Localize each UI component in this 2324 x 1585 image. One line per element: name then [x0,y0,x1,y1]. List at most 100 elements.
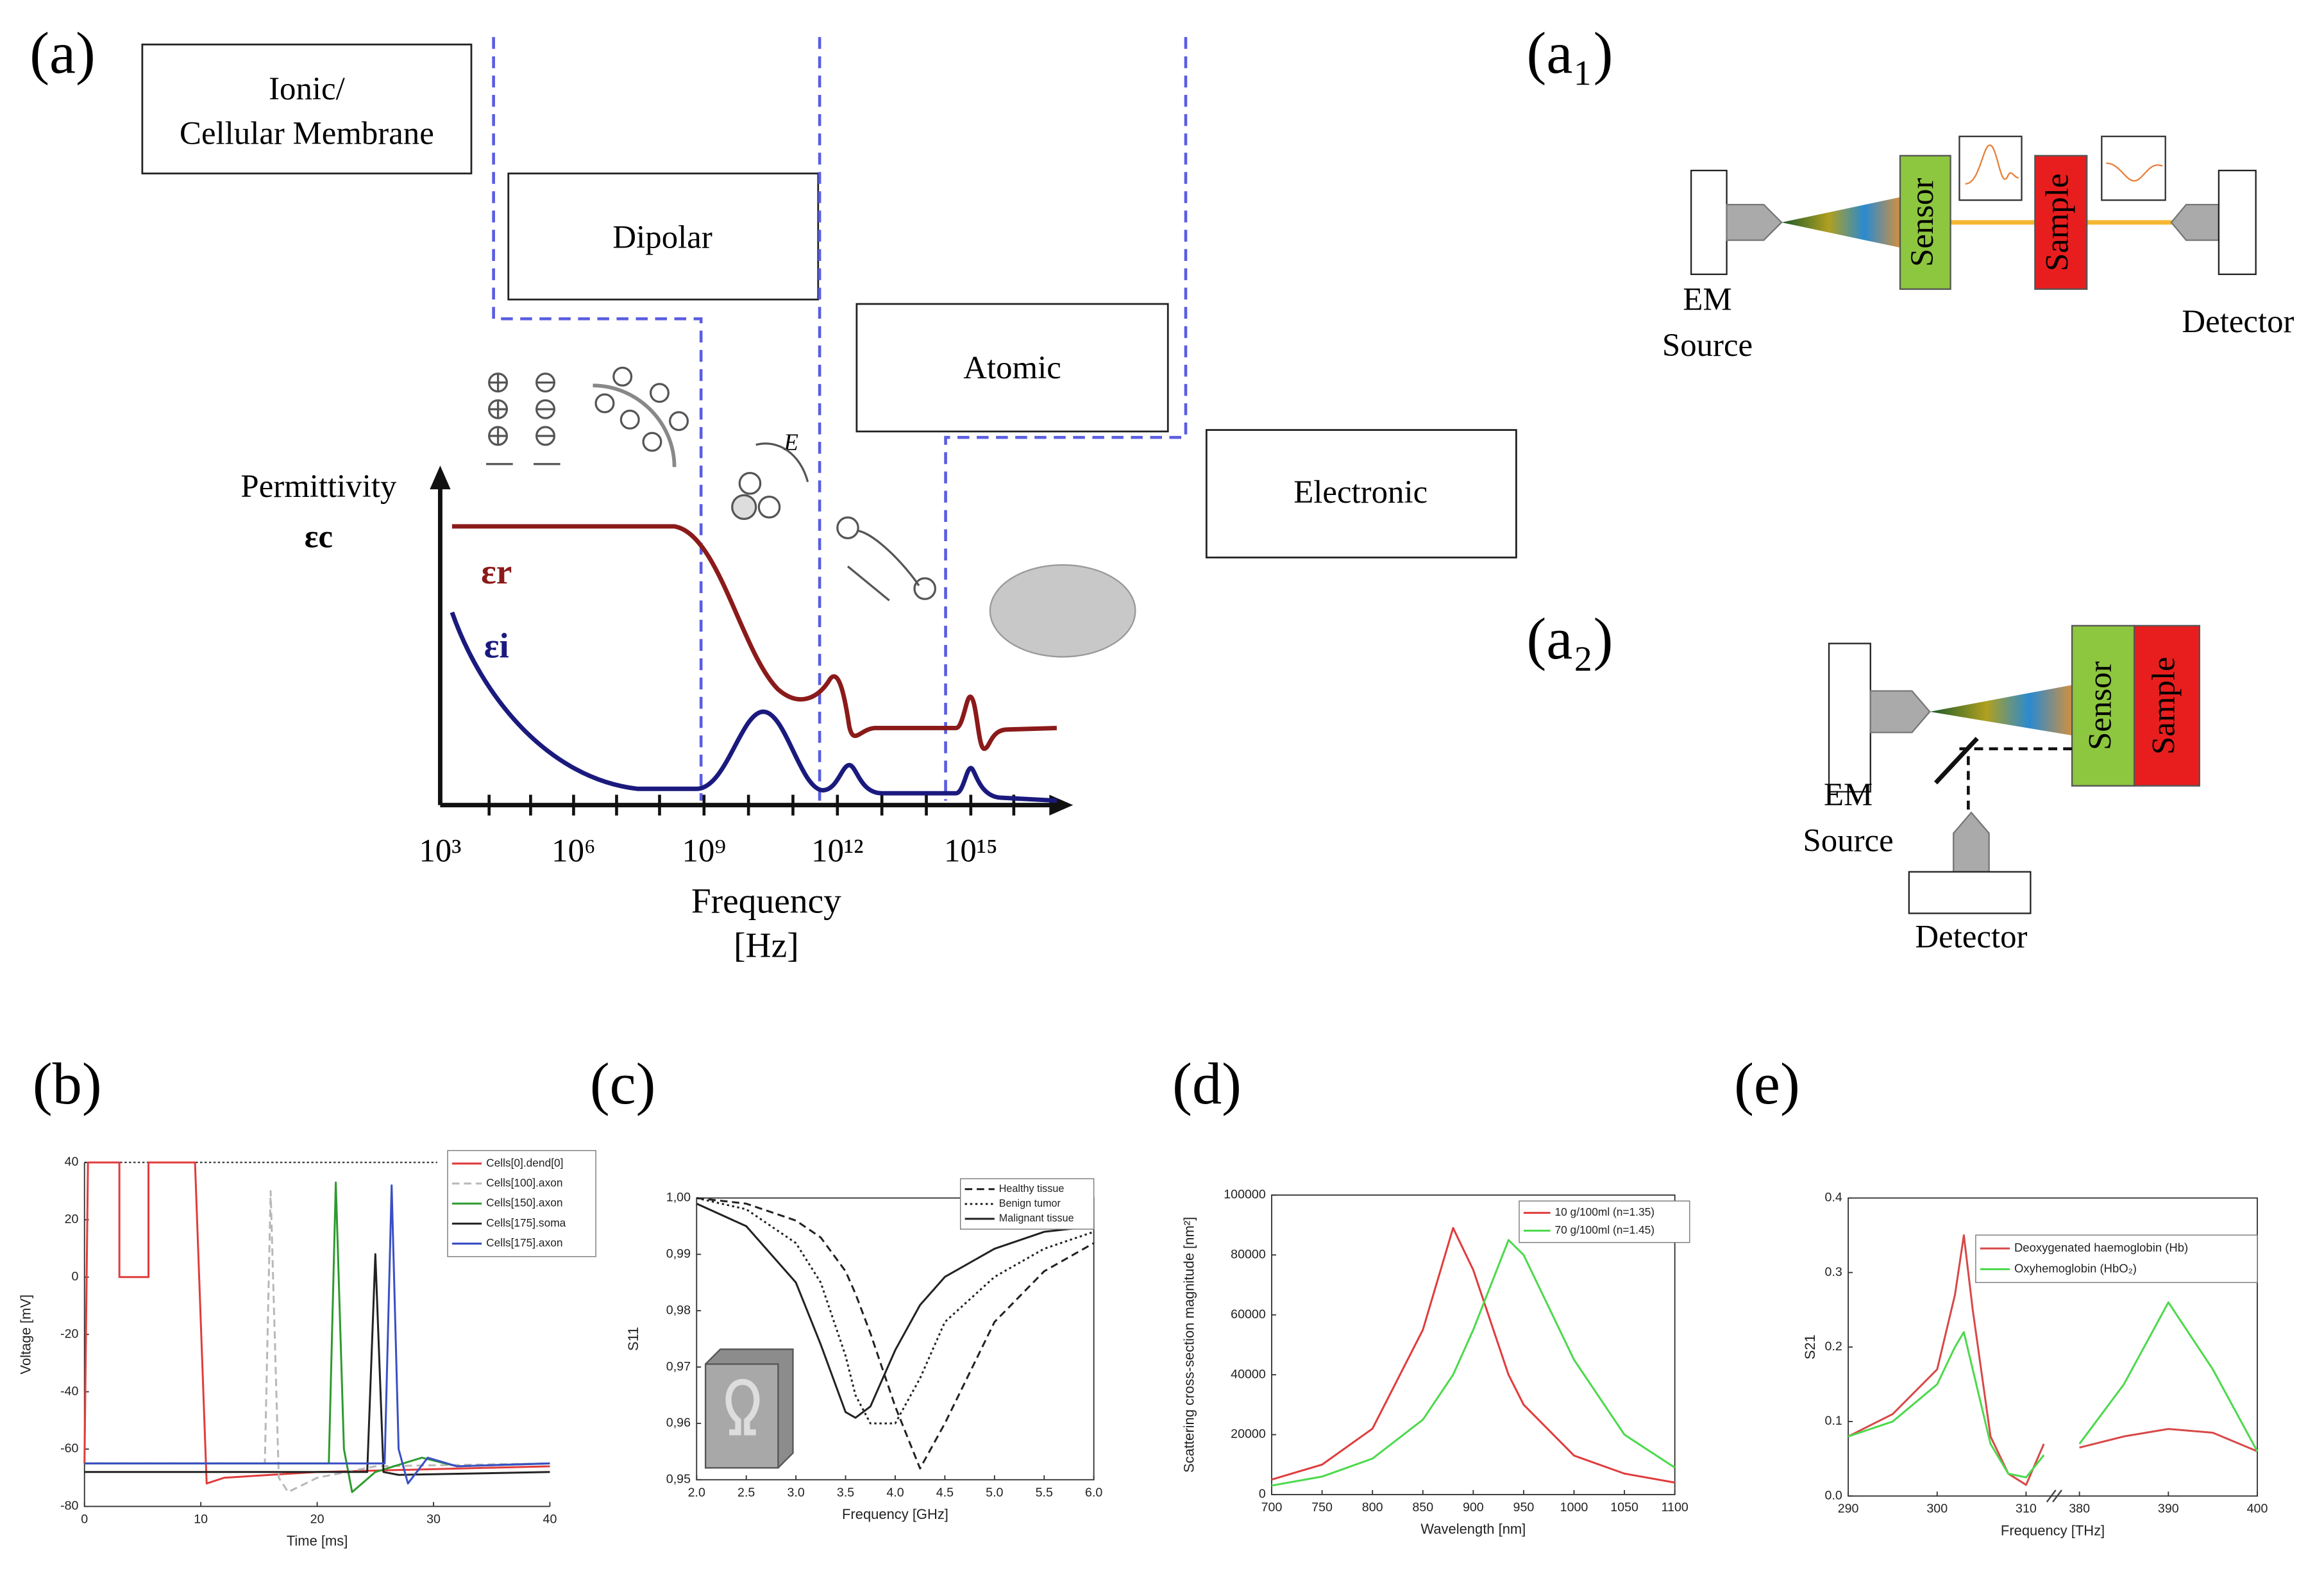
series-line [1848,1234,2045,1486]
detector-label: Detector [2182,304,2294,340]
sensor [1899,155,1951,290]
curve-label: εi [484,627,509,666]
legend-label: Healthy tissue [999,1183,1065,1195]
legend-label: Cells[100].axon [486,1176,562,1189]
detector [1908,871,2032,914]
y-tick-label: 40000 [1231,1367,1266,1381]
legend-box [1519,1200,1690,1243]
x-tick-label: 6.0 [1085,1486,1102,1500]
imaginary-permittivity-curve [450,611,1057,803]
x-tick-label: 1050 [1610,1500,1638,1514]
emitter [1726,203,1783,241]
receiver [2170,203,2220,241]
y-tick-label: -80 [60,1499,78,1513]
legend-label: Oxyhemoglobin (HbO₂) [2014,1261,2137,1275]
mirror [1933,737,1979,785]
y-tick-label: 0,99 [666,1247,691,1261]
plot-frame [1271,1194,1676,1495]
region-label: Electronic [1293,474,1427,510]
charge-icons [486,366,937,601]
x-tick-label: 3.5 [837,1486,854,1500]
x-tick-label: 850 [1412,1500,1433,1514]
x-tick-label: 10⁶ [552,834,596,869]
legend-label: Deoxygenated haemoglobin (Hb) [2014,1241,2188,1254]
y-tick-label: 0.3 [1825,1265,1842,1279]
y-tick-label: 0 [1259,1487,1266,1501]
series-line [696,1196,1095,1470]
source-label: Source [1662,328,1753,364]
x-tick-label: 3.0 [787,1486,804,1500]
x-axis-label: Frequency [THz] [2001,1523,2105,1539]
region-label: Atomic [963,350,1061,386]
series-line [696,1202,1094,1419]
emitter [1869,690,1931,734]
series-line [2078,1301,2259,1452]
y-axis-label: Voltage [mV] [17,1295,33,1375]
y-tick-label: 0,97 [666,1359,691,1373]
signal-inset [2101,135,2166,201]
legend-label: Benign tumor [999,1198,1061,1209]
em-source [1690,169,1728,275]
x-tick-label: 10¹² [811,834,863,869]
chart: 2.0 2.5 3.0 3.5 4.0 4.5 5.0 5.5 6.0 0,95 0,96 0,97 0… [625,1178,1102,1522]
y-tick-label: 0,95 [666,1472,691,1486]
x-tick-label: 4.5 [936,1486,954,1500]
x-tick-label: 5.0 [986,1486,1003,1500]
antenna-inset [704,1348,794,1469]
y-tick-label: 0.0 [1825,1488,1842,1502]
x-tick-label: 30 [426,1512,441,1526]
series-line [84,1253,550,1476]
region-box [141,43,473,174]
legend-label: Cells[175].soma [486,1216,566,1229]
panel-a1: (a₁) Sensor Sample EM Source Detector [1527,21,2295,364]
legend-label: Cells[175].axon [486,1236,562,1249]
beam [1930,685,2073,735]
x-tick-label: 400 [2247,1502,2268,1516]
x-tick-label: 10¹⁵ [944,834,998,869]
y-axis-label: εc [305,519,333,555]
x-axis-label: [Hz] [734,927,799,966]
series-line [696,1196,1095,1425]
x-axis-label: Frequency [691,882,841,921]
y-tick-label: 0,98 [666,1303,691,1317]
panel-label: (a₁) [1527,21,1613,87]
sensor [2071,625,2135,787]
panel-label: (a) [29,21,96,87]
y-tick-label: 20000 [1231,1427,1266,1441]
y-tick-label: 60000 [1231,1307,1266,1321]
x-tick-label: 10 [194,1512,208,1526]
x-tick-label: 300 [1926,1502,1948,1516]
x-tick-label: 800 [1362,1500,1383,1514]
sample-label: Sample [2039,174,2075,272]
x-tick-label: 290 [1838,1502,1859,1516]
region-box [855,303,1169,433]
series-line [84,1184,550,1485]
sample [2034,155,2088,290]
region-label: Cellular Membrane [180,115,434,151]
x-tick-label: 700 [1261,1500,1283,1514]
x-tick-label: 900 [1463,1500,1484,1514]
panel-labels: (b) (c) (d) (e) [33,1052,1800,1117]
region-box [1205,429,1517,558]
y-tick-label: 0.2 [1825,1339,1842,1354]
signal-inset [1958,135,2023,201]
chart: 700 750 800 850 900 950 1000 1050 1100 0 20000 4000… [1181,1187,1690,1537]
x-tick-label: 4.0 [886,1486,904,1500]
series-line [1271,1227,1675,1484]
x-axis-label: Wavelength [nm] [1420,1521,1526,1537]
y-tick-label: 1,00 [666,1191,691,1205]
legend-label: 70 g/100ml (n=1.45) [1554,1223,1655,1236]
panel-a2: (a₂) Sensor Sample EM Source Detector [1527,607,2201,955]
chart: 290 300 310 380 390 400 0.0 0.1 0.2 0.3 0.4 Frequen… [1802,1191,2268,1539]
x-tick-label: 380 [2069,1502,2090,1516]
panel-a: (a) Ionic/ Cellular Membrane Dipolar Ato… [29,21,1517,966]
panel-label: (c) [590,1052,656,1117]
y-tick-label: -40 [60,1384,78,1398]
series-line [1271,1239,1676,1487]
x-tick-label: 950 [1513,1500,1535,1514]
signal-trace [2106,162,2163,182]
real-permittivity-curve [451,524,1057,751]
panel-label: (a₂) [1527,607,1613,672]
region-box [507,172,820,301]
